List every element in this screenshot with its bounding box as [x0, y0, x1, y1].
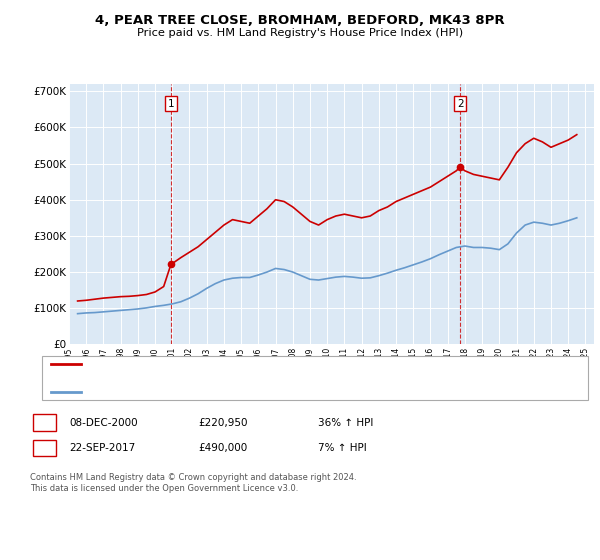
Text: 08-DEC-2000: 08-DEC-2000: [69, 418, 137, 428]
Text: Contains HM Land Registry data © Crown copyright and database right 2024.
This d: Contains HM Land Registry data © Crown c…: [30, 473, 356, 493]
Text: 2: 2: [41, 443, 48, 453]
Text: £220,950: £220,950: [198, 418, 248, 428]
Text: 4, PEAR TREE CLOSE, BROMHAM, BEDFORD, MK43 8PR (detached house): 4, PEAR TREE CLOSE, BROMHAM, BEDFORD, MK…: [87, 359, 446, 369]
Text: 4, PEAR TREE CLOSE, BROMHAM, BEDFORD, MK43 8PR: 4, PEAR TREE CLOSE, BROMHAM, BEDFORD, MK…: [95, 14, 505, 27]
Text: Price paid vs. HM Land Registry's House Price Index (HPI): Price paid vs. HM Land Registry's House …: [137, 28, 463, 38]
Text: £490,000: £490,000: [198, 443, 247, 453]
Text: 2: 2: [457, 99, 463, 109]
Text: 36% ↑ HPI: 36% ↑ HPI: [318, 418, 373, 428]
Text: 1: 1: [41, 418, 48, 428]
Text: HPI: Average price, detached house, Bedford: HPI: Average price, detached house, Bedf…: [87, 387, 306, 397]
Text: 7% ↑ HPI: 7% ↑ HPI: [318, 443, 367, 453]
Text: 1: 1: [167, 99, 174, 109]
Text: 22-SEP-2017: 22-SEP-2017: [69, 443, 135, 453]
